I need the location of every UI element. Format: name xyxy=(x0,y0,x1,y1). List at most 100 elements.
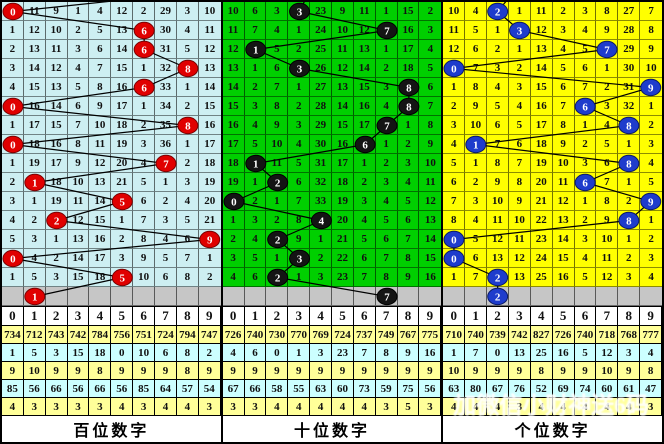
stat-cell: 7 xyxy=(353,344,376,362)
miss-cell: 2 xyxy=(288,40,311,59)
stat-cell: 67 xyxy=(222,380,245,398)
miss-cell: 2 xyxy=(618,249,641,268)
miss-cell: 12 xyxy=(332,59,354,78)
miss-cell: 5 xyxy=(244,249,267,268)
miss-cell: 2 xyxy=(552,2,575,21)
miss-cell: 3 xyxy=(45,268,68,287)
miss-cell: 16 xyxy=(353,97,376,116)
miss-cell: 4 xyxy=(508,97,531,116)
miss-cell: 1 xyxy=(618,230,641,249)
miss-cell: 12 xyxy=(443,40,466,59)
miss-cell xyxy=(2,97,24,116)
miss-cell: 1 xyxy=(596,59,619,78)
stat-cell: 769 xyxy=(310,326,332,344)
miss-cell: 20 xyxy=(198,192,221,211)
stat-cell: 4 xyxy=(487,398,509,416)
digit-header-cell: 3 xyxy=(508,307,531,326)
miss-cell: 19 xyxy=(222,173,245,192)
miss-cell: 13 xyxy=(45,78,68,97)
pending-cell xyxy=(2,287,24,306)
miss-cell: 6 xyxy=(596,154,619,173)
miss-cell: 16 xyxy=(332,135,354,154)
miss-cell: 4 xyxy=(443,135,466,154)
miss-cell: 5 xyxy=(443,154,466,173)
miss-cell: 1 xyxy=(2,268,24,287)
miss-cell: 13 xyxy=(530,40,553,59)
digit-header-cell: 8 xyxy=(176,307,199,326)
miss-cell: 10 xyxy=(332,21,354,40)
miss-cell: 1 xyxy=(2,116,24,135)
miss-cell: 17 xyxy=(89,249,112,268)
miss-cell: 8 xyxy=(596,192,619,211)
miss-cell: 7 xyxy=(244,21,267,40)
miss-cell xyxy=(596,40,619,59)
miss-cell xyxy=(465,135,488,154)
stat-cell: 712 xyxy=(23,326,46,344)
stat-cell: 1 xyxy=(2,344,24,362)
miss-cell: 6 xyxy=(397,211,420,230)
stat-cell: 4 xyxy=(332,398,354,416)
miss-cell: 11 xyxy=(508,230,531,249)
digit-header-cell: 8 xyxy=(618,307,641,326)
miss-cell: 31 xyxy=(310,154,332,173)
stat-cell: 756 xyxy=(111,326,134,344)
stat-cell: 2 xyxy=(198,344,221,362)
panel-footer-label: 百位数字 xyxy=(2,416,221,442)
stat-cell: 3 xyxy=(618,344,641,362)
digit-header-cell: 5 xyxy=(552,307,575,326)
miss-cell: 2 xyxy=(2,173,24,192)
miss-cell: 5 xyxy=(487,97,509,116)
stat-cell: 76 xyxy=(508,380,531,398)
miss-cell xyxy=(618,154,641,173)
stat-cell: 740 xyxy=(465,326,488,344)
miss-cell: 19 xyxy=(111,135,134,154)
miss-cell: 1 xyxy=(176,135,199,154)
miss-cell: 3 xyxy=(552,21,575,40)
stat-cell: 47 xyxy=(640,380,663,398)
stat-cell: 4 xyxy=(552,398,575,416)
miss-cell: 9 xyxy=(45,2,68,21)
miss-cell: 10 xyxy=(133,268,156,287)
miss-cell: 16 xyxy=(552,268,575,287)
miss-cell: 1 xyxy=(465,154,488,173)
stat-cell: 52 xyxy=(530,380,553,398)
stat-row-appearances: 9 10 9 9 8 9 9 9 8 9 xyxy=(2,362,221,380)
miss-cell: 4 xyxy=(640,154,663,173)
miss-grid-tens: 10 6 3 23 9 11 1 15 2 11 7 4 1 24 10 12 16 3 12 5 2 25 11 13 1 17… xyxy=(222,2,442,306)
pending-cell xyxy=(198,287,221,306)
stat-cell: 775 xyxy=(419,326,442,344)
miss-cell: 5 xyxy=(574,268,597,287)
stat-cell: 3 xyxy=(310,344,332,362)
miss-cell: 15 xyxy=(419,249,442,268)
stat-cell: 56 xyxy=(23,380,46,398)
miss-cell: 9 xyxy=(288,230,311,249)
stat-cell: 56 xyxy=(67,380,90,398)
miss-cell: 5 xyxy=(244,135,267,154)
miss-cell: 3 xyxy=(266,2,289,21)
miss-cell: 22 xyxy=(332,249,354,268)
miss-cell: 11 xyxy=(332,40,354,59)
stat-cell: 4 xyxy=(176,398,199,416)
miss-cell: 2 xyxy=(288,97,311,116)
miss-cell: 25 xyxy=(530,268,553,287)
stat-cell: 767 xyxy=(397,326,420,344)
miss-cell xyxy=(288,249,311,268)
miss-cell: 32 xyxy=(155,59,177,78)
miss-cell: 2 xyxy=(487,40,509,59)
stat-cell: 61 xyxy=(618,380,641,398)
miss-cell: 9 xyxy=(508,192,531,211)
miss-cell: 6 xyxy=(465,249,488,268)
miss-cell: 18 xyxy=(111,116,134,135)
miss-cell: 5 xyxy=(353,230,376,249)
miss-cell: 3 xyxy=(244,211,267,230)
miss-cell: 2 xyxy=(133,2,156,21)
stat-cell: 9 xyxy=(397,344,420,362)
stat-cell: 3 xyxy=(508,398,531,416)
stat-cell: 25 xyxy=(530,344,553,362)
stat-cell: 3 xyxy=(198,398,221,416)
digit-header-cell: 6 xyxy=(133,307,156,326)
miss-cell: 5 xyxy=(640,173,663,192)
stat-cell: 56 xyxy=(419,380,442,398)
stat-cell: 3 xyxy=(45,398,68,416)
